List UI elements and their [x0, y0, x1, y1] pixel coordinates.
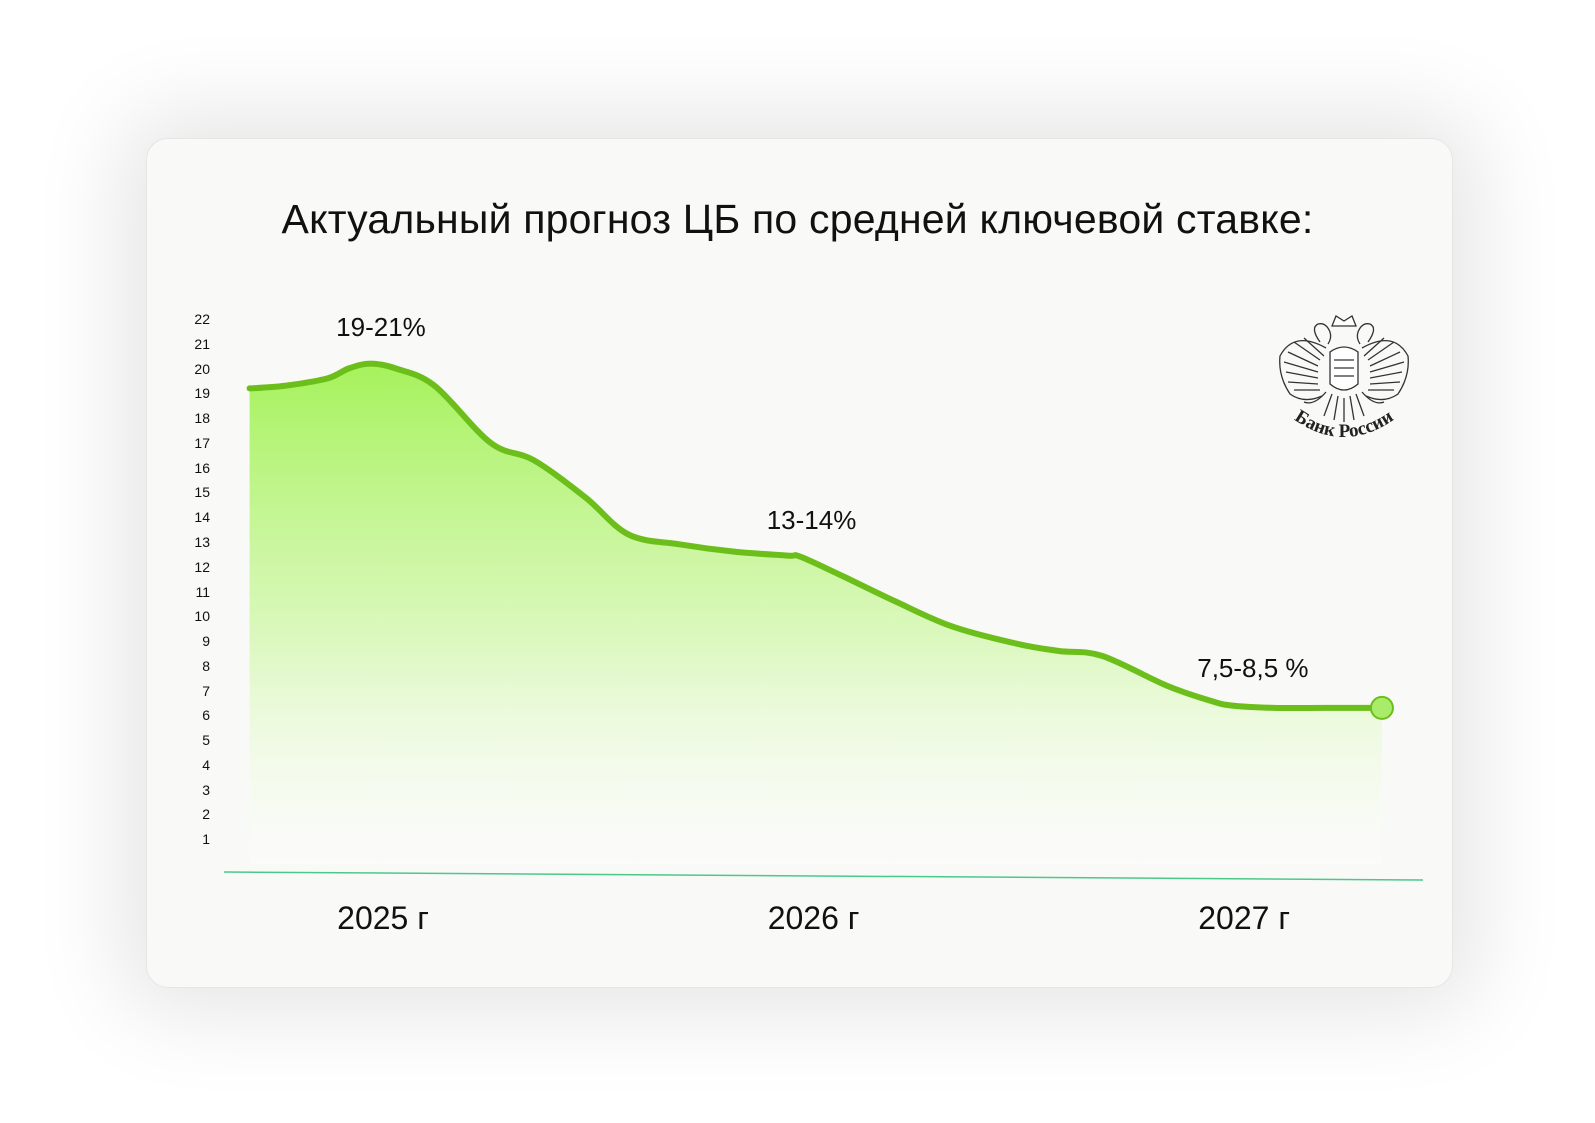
y-tick-label: 20 — [194, 360, 210, 377]
y-tick-label: 12 — [194, 558, 210, 575]
double-headed-eagle-icon: Банк России — [1279, 315, 1409, 442]
y-tick-label: 3 — [202, 781, 210, 798]
y-tick-label: 19 — [194, 385, 210, 402]
y-tick-label: 8 — [202, 657, 210, 674]
annotation-label: 19-21% — [336, 311, 426, 342]
y-tick-label: 21 — [194, 335, 210, 352]
y-tick-label: 2 — [202, 806, 210, 823]
y-tick-label: 4 — [202, 756, 210, 773]
y-tick-label: 5 — [202, 732, 210, 749]
y-tick-label: 11 — [195, 583, 210, 600]
area-fill — [249, 363, 1382, 864]
x-tick-label: 2027 г — [1198, 900, 1290, 936]
y-tick-label: 15 — [194, 484, 210, 501]
x-tick-label: 2025 г — [337, 900, 429, 936]
y-tick-label: 22 — [194, 311, 210, 327]
y-tick-label: 7 — [202, 682, 210, 699]
annotation-label: 7,5-8,5 % — [1197, 653, 1309, 684]
y-tick-label: 1 — [202, 831, 210, 848]
bank-of-russia-logo: Банк России — [1274, 312, 1414, 458]
chart-title: Актуальный прогноз ЦБ по средней ключево… — [281, 196, 1314, 242]
y-tick-label: 6 — [202, 707, 210, 724]
x-axis-line — [223, 871, 1424, 881]
y-tick-label: 14 — [194, 509, 210, 526]
y-tick-label: 17 — [194, 434, 210, 451]
y-tick-label: 10 — [194, 608, 210, 625]
x-tick-label: 2026 г — [767, 900, 860, 936]
series-line — [246, 360, 1385, 712]
y-tick-label: 18 — [194, 410, 210, 427]
annotation-label: 13-14% — [766, 504, 857, 535]
y-tick-label: 9 — [202, 633, 210, 650]
series-end-marker — [1369, 695, 1394, 720]
y-tick-label: 13 — [194, 533, 210, 550]
y-tick-label: 16 — [194, 459, 210, 476]
